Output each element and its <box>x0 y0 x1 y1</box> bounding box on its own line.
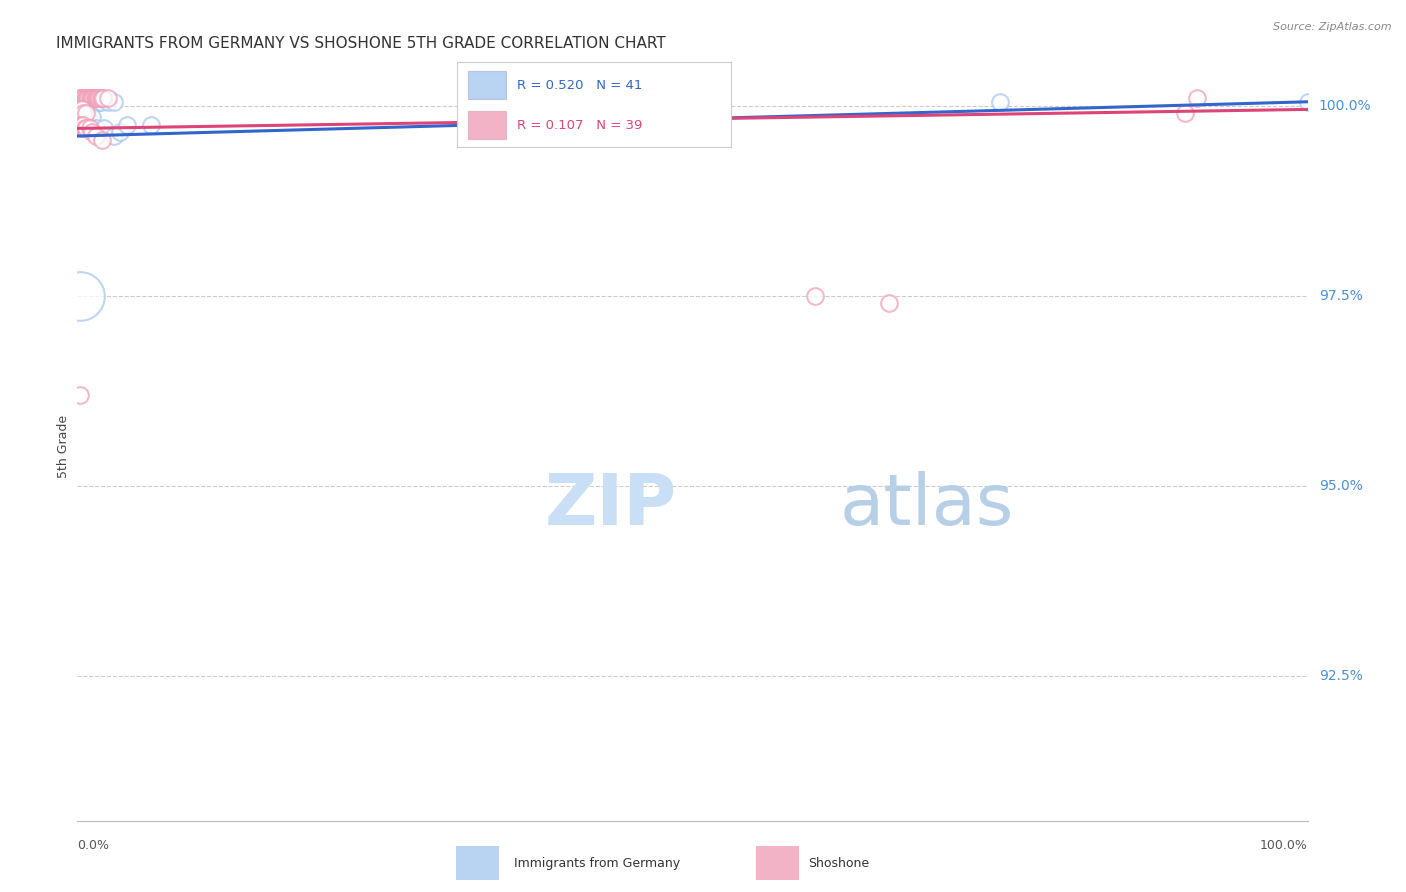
Point <box>69 289 91 303</box>
Point <box>90 95 112 109</box>
Text: ZIP: ZIP <box>546 472 678 541</box>
Point <box>70 121 93 136</box>
Point <box>69 103 91 117</box>
Point <box>87 95 110 109</box>
Point <box>84 128 107 143</box>
Point <box>90 91 114 105</box>
Point <box>110 125 132 139</box>
Point <box>1296 95 1319 109</box>
Point <box>75 95 97 109</box>
Point <box>103 128 125 143</box>
Point <box>141 118 163 132</box>
Point <box>86 91 108 105</box>
Point <box>77 91 100 105</box>
Point <box>82 125 104 139</box>
Point <box>72 121 94 136</box>
Point <box>70 95 93 109</box>
Point <box>83 91 105 105</box>
Point <box>87 91 110 105</box>
Point <box>73 110 96 124</box>
Point <box>70 110 93 124</box>
Point <box>79 121 101 136</box>
Point <box>82 95 104 109</box>
Point <box>75 110 97 124</box>
Point <box>97 91 120 105</box>
Point <box>97 95 120 109</box>
Point <box>75 121 97 136</box>
Text: 100.0%: 100.0% <box>1319 99 1371 112</box>
Text: Source: ZipAtlas.com: Source: ZipAtlas.com <box>1274 22 1392 32</box>
FancyBboxPatch shape <box>755 846 799 880</box>
Point <box>75 106 97 120</box>
Point <box>93 121 115 136</box>
Point <box>89 95 111 109</box>
Point <box>69 95 91 109</box>
Point <box>73 91 96 105</box>
Point <box>90 91 112 105</box>
Point <box>70 110 93 124</box>
Point <box>86 95 108 109</box>
Point <box>879 296 901 310</box>
Point <box>70 91 93 105</box>
Point <box>79 95 101 109</box>
Text: R = 0.520   N = 41: R = 0.520 N = 41 <box>517 78 643 92</box>
Point <box>82 91 104 105</box>
Point <box>804 289 827 303</box>
Point <box>103 95 125 109</box>
Point <box>72 110 94 124</box>
Point <box>70 118 93 132</box>
Point <box>69 387 91 401</box>
Point <box>76 95 98 109</box>
Text: 0.0%: 0.0% <box>77 839 110 853</box>
Text: R = 0.107   N = 39: R = 0.107 N = 39 <box>517 119 643 132</box>
Point <box>75 91 97 105</box>
FancyBboxPatch shape <box>456 846 499 880</box>
Point <box>90 133 114 147</box>
Point <box>69 110 91 124</box>
Point <box>82 110 104 124</box>
Point <box>82 95 104 109</box>
Text: 100.0%: 100.0% <box>1260 839 1308 853</box>
Point <box>76 91 98 105</box>
Point <box>84 91 107 105</box>
Point <box>69 91 91 105</box>
Point <box>84 121 107 136</box>
Text: IMMIGRANTS FROM GERMANY VS SHOSHONE 5TH GRADE CORRELATION CHART: IMMIGRANTS FROM GERMANY VS SHOSHONE 5TH … <box>56 36 666 51</box>
Point <box>1185 91 1208 105</box>
Point <box>83 95 105 109</box>
Point <box>73 95 96 109</box>
Point <box>73 121 96 136</box>
FancyBboxPatch shape <box>468 71 506 99</box>
Point <box>72 91 94 105</box>
Y-axis label: 5th Grade: 5th Grade <box>58 415 70 477</box>
Point <box>70 103 93 117</box>
Point <box>988 95 1011 109</box>
Point <box>77 95 100 109</box>
Text: Immigrants from Germany: Immigrants from Germany <box>515 856 681 870</box>
Point <box>72 106 94 120</box>
Point <box>80 95 103 109</box>
Point <box>70 103 93 117</box>
Point <box>91 91 114 105</box>
Point <box>115 118 138 132</box>
Point <box>1174 106 1197 120</box>
Point <box>89 91 111 105</box>
Point <box>70 95 93 109</box>
Point <box>72 95 94 109</box>
Point <box>80 91 103 105</box>
Point <box>75 121 97 136</box>
Text: 95.0%: 95.0% <box>1319 479 1362 493</box>
Text: atlas: atlas <box>841 472 1015 541</box>
Point <box>82 91 104 105</box>
Text: 97.5%: 97.5% <box>1319 289 1362 302</box>
Point <box>77 110 100 124</box>
Text: Shoshone: Shoshone <box>808 856 869 870</box>
Point <box>84 95 107 109</box>
Point <box>70 91 93 105</box>
Point <box>72 118 94 132</box>
Point <box>79 91 101 105</box>
Text: 92.5%: 92.5% <box>1319 669 1362 683</box>
FancyBboxPatch shape <box>468 111 506 139</box>
Point <box>79 121 101 136</box>
